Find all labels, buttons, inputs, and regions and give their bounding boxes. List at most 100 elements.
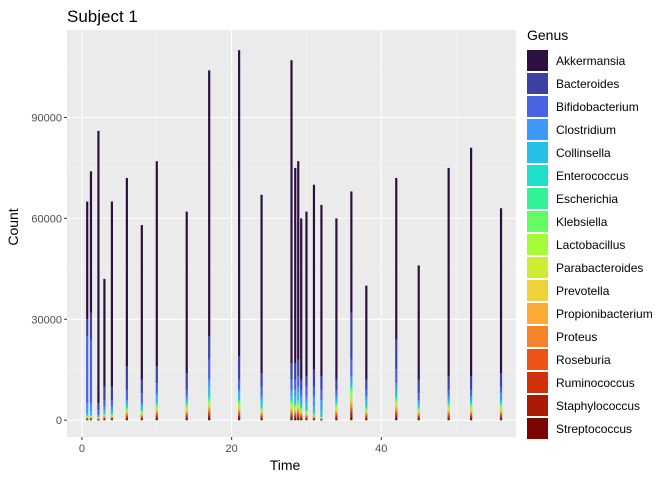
bar-segment-prevotella	[350, 398, 353, 402]
bar-segment-bacteroides	[350, 312, 353, 360]
legend-label: Klebsiella	[556, 215, 608, 229]
bar-segment-clostridium	[208, 379, 211, 387]
y-tick-label: 30000	[31, 314, 62, 326]
bar-segment-akkermansia	[395, 178, 398, 340]
bar-segment-lactobacillus	[305, 411, 308, 413]
bar-segment-klebsiella	[297, 401, 300, 404]
bar-segment-parabacteroides	[297, 405, 300, 408]
bar-segment-clostridium	[365, 396, 368, 400]
legend-key	[527, 211, 548, 232]
bar-segment-roseburia	[185, 414, 188, 416]
bar-segment-ruminococcus	[208, 413, 211, 416]
bar-segment-escherichia	[312, 413, 316, 415]
legend-item: Klebsiella	[527, 211, 608, 232]
bar-segment-lactobacillus	[290, 403, 293, 406]
bar-segment-collinsella	[103, 410, 106, 414]
bar-segment-streptococcus	[97, 419, 100, 421]
bar-segment-staphylococcus	[238, 416, 241, 419]
x-tick-label: 0	[79, 443, 85, 455]
bar-segment-proteus	[297, 411, 300, 413]
bar-segment-streptococcus	[208, 418, 211, 421]
bar-segment-clostridium	[86, 403, 89, 414]
bar-segment-ruminococcus	[140, 417, 143, 419]
x-tick-label: 20	[226, 443, 238, 455]
bar-segment-bifidobacterium	[86, 336, 89, 404]
bar-segment-klebsiella	[110, 414, 113, 415]
bar-segment-propionibacterium	[260, 412, 263, 415]
bar-segment-parabacteroides	[103, 415, 106, 416]
bar-segment-bacteroides	[294, 363, 297, 380]
bar-segment-ruminococcus	[350, 411, 353, 415]
bar-segment-ruminococcus	[110, 418, 113, 419]
bar-segment-roseburia	[395, 411, 398, 414]
bar-segment-parabacteroides	[350, 395, 353, 399]
bar-segment-proteus	[312, 417, 316, 418]
bar-segment-bifidobacterium	[320, 389, 323, 400]
legend-key	[527, 50, 548, 71]
bar-segment-proteus	[260, 414, 263, 416]
bar-segment-klebsiella	[447, 404, 450, 407]
bar-segment-prevotella	[499, 409, 503, 412]
bar-segment-propionibacterium	[300, 412, 303, 415]
bar-segment-parabacteroides	[97, 417, 100, 419]
bar-segment-parabacteroides	[300, 410, 303, 412]
bar-segment-propionibacterium	[155, 411, 158, 413]
bar-segment-bacteroides	[417, 379, 420, 394]
bar-segment-klebsiella	[470, 404, 473, 407]
bar-segment-prevotella	[447, 409, 450, 412]
bar-segment-bifidobacterium	[417, 393, 420, 400]
bar-segment-lactobacillus	[155, 406, 158, 408]
bar-segment-proteus	[470, 412, 473, 415]
bar-segment-escherichia	[208, 396, 211, 399]
bar-segment-staphylococcus	[89, 419, 93, 420]
bar-segment-clostridium	[312, 396, 316, 407]
bar-segment-collinsella	[297, 393, 300, 400]
bar-segment-collinsella	[417, 403, 420, 407]
bar-segment-streptococcus	[110, 419, 113, 421]
bar-segment-escherichia	[499, 403, 503, 405]
bar-segment-lactobacillus	[238, 403, 241, 406]
bar-segment-lactobacillus	[335, 406, 338, 408]
bar-segment-ruminococcus	[300, 416, 303, 418]
bar-segment-bacteroides	[140, 379, 143, 394]
bar-segment-bifidobacterium	[294, 379, 297, 390]
bar-stack	[103, 278, 106, 421]
bar-segment-akkermansia	[305, 211, 308, 377]
bar-segment-clostridium	[300, 396, 303, 404]
bar-segment-proteus	[300, 414, 303, 416]
bar-segment-staphylococcus	[300, 417, 303, 419]
bar-segment-lactobacillus	[447, 406, 450, 408]
chart-title: Subject 1	[67, 7, 138, 26]
bar-segment-lactobacillus	[350, 392, 353, 396]
bar-segment-escherichia	[305, 410, 308, 412]
bar-segment-prevotella	[320, 418, 323, 419]
bar-segment-clostridium	[125, 400, 128, 404]
bar-segment-lactobacillus	[294, 406, 297, 408]
bar-segment-propionibacterium	[470, 411, 473, 413]
legend-label: Propionibacterium	[556, 307, 653, 321]
bar-segment-klebsiella	[155, 404, 158, 407]
bar-segment-clostridium	[185, 396, 188, 400]
bar-segment-escherichia	[297, 400, 300, 402]
bar-segment-lactobacillus	[97, 417, 100, 419]
bar-segment-escherichia	[140, 410, 143, 412]
bar-segment-bifidobacterium	[89, 339, 93, 404]
bar-segment-proteus	[185, 412, 188, 415]
bar-segment-clostridium	[290, 389, 293, 397]
legend-key	[527, 165, 548, 186]
y-axis: 0 30000 60000 90000	[31, 112, 67, 427]
bar-stack	[260, 194, 263, 421]
bar-segment-escherichia	[335, 403, 338, 405]
bar-segment-prevotella	[297, 407, 300, 410]
bar-segment-escherichia	[320, 416, 323, 418]
bar-segment-roseburia	[260, 415, 263, 417]
bar-segment-bifidobacterium	[260, 386, 263, 397]
bar-segment-parabacteroides	[305, 412, 308, 414]
bar-segment-lactobacillus	[208, 400, 211, 404]
bar-segment-ruminococcus	[335, 415, 338, 418]
bar-segment-bifidobacterium	[447, 389, 450, 397]
bar-segment-parabacteroides	[499, 407, 503, 410]
bar-segment-parabacteroides	[260, 410, 263, 412]
bar-stack	[499, 208, 503, 421]
bar-segment-escherichia	[365, 406, 368, 408]
